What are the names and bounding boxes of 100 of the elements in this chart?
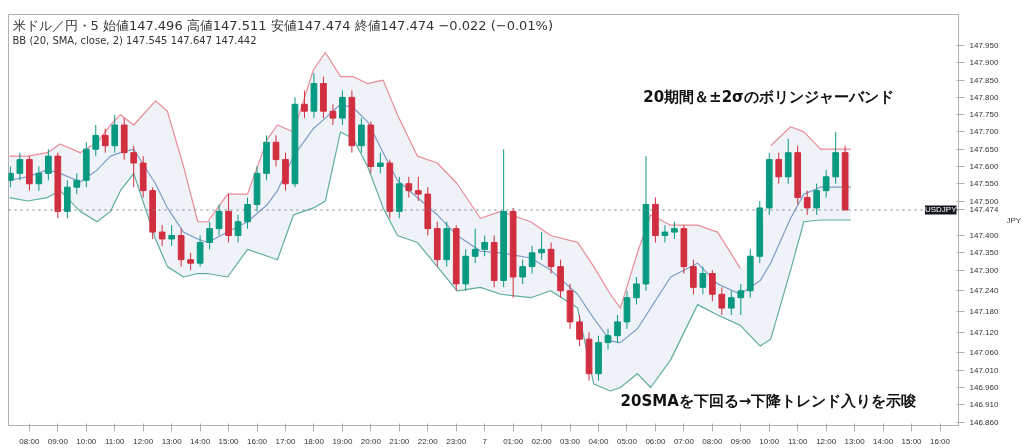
y-tick-label: 147.950 — [969, 41, 999, 51]
candlestick — [604, 328, 612, 351]
y-axis-title: JPY — [1006, 215, 1022, 225]
candlestick — [168, 224, 175, 247]
candlestick — [614, 314, 621, 344]
x-tick-label: 13:00 — [161, 436, 183, 446]
candlestick — [690, 259, 697, 295]
candlestick — [130, 145, 138, 188]
x-tick-label: 06:00 — [645, 436, 666, 446]
y-tick-label: 147.120 — [969, 327, 999, 337]
y-tick-label: 147.900 — [969, 58, 999, 68]
y-tick-label: 146.860 — [969, 417, 999, 427]
candlestick — [813, 183, 821, 216]
candlestick — [633, 276, 640, 306]
x-tick-label: 14:00 — [873, 436, 894, 446]
y-tick-label: 147.550 — [969, 179, 999, 189]
x-tick-label: 16:00 — [929, 436, 951, 446]
y-tick-label: 147.850 — [969, 75, 999, 85]
x-tick-label: 13:00 — [844, 436, 866, 446]
x-tick-label: 17:00 — [275, 436, 297, 446]
x-tick-label: 08:00 — [19, 436, 40, 446]
candlestick — [519, 259, 526, 285]
candlestick — [92, 124, 100, 157]
y-tick-label: 147.750 — [969, 110, 999, 120]
x-tick-label: 01:00 — [503, 436, 524, 446]
x-tick-label: 18:00 — [303, 436, 325, 446]
x-tick-label: 04:00 — [588, 436, 610, 446]
candlestick — [244, 197, 251, 230]
candlestick — [718, 286, 726, 316]
candlestick — [547, 241, 555, 275]
x-tick-label: 22:00 — [417, 436, 439, 446]
candlestick — [101, 127, 109, 154]
y-tick-label: 147.300 — [969, 265, 999, 275]
candlestick — [775, 152, 783, 185]
candlestick — [727, 290, 735, 316]
y-tick-label: 147.060 — [969, 348, 999, 358]
x-tick-label: 07:00 — [673, 436, 695, 446]
annotation: 20期間＆±2σのボリンジャーバンド — [643, 87, 894, 106]
y-tick-label: 147.800 — [969, 92, 999, 102]
candlestick — [538, 231, 545, 261]
y-tick-label: 147.650 — [969, 144, 999, 154]
y-tick-label: 147.474 — [969, 205, 999, 215]
y-tick-label: 147.700 — [969, 127, 999, 137]
x-tick-label: 20:00 — [360, 436, 382, 446]
y-tick-label: 147.350 — [969, 248, 999, 258]
text: BB (20, SMA, close, 2) 147.545 147.647 147.442 — [12, 34, 257, 46]
candlestick — [16, 152, 24, 181]
x-tick-label: 10:00 — [759, 436, 780, 446]
candlestick — [405, 176, 413, 199]
candlestick — [73, 172, 81, 195]
candlestick — [35, 165, 43, 192]
candlestick — [528, 245, 536, 275]
x-tick-label: 09:00 — [47, 436, 69, 446]
candlestick — [576, 314, 583, 347]
candlestick — [661, 224, 669, 243]
candlestick — [481, 235, 489, 257]
x-tick-label: 16:00 — [247, 436, 268, 446]
chart-title: 米ドル／円・5 始値147.496 高値147.511 安値147.474 終値147.474 −0.022 (−0.01%) — [12, 17, 554, 33]
x-tick-label: 02:00 — [531, 436, 553, 446]
x-tick-label: 08:00 — [702, 436, 723, 446]
y-tick-label: 147.010 — [969, 365, 999, 375]
candlestick — [234, 214, 242, 243]
ref-line-label: USDJPY — [924, 205, 958, 215]
candlestick — [709, 269, 716, 302]
candlestick — [737, 283, 745, 316]
x-tick-label: 12:00 — [133, 436, 154, 446]
x-tick-label: 09:00 — [730, 436, 752, 446]
x-tick-label: 23:00 — [446, 436, 467, 446]
candlestick — [206, 221, 213, 250]
y-tick-label: 146.910 — [969, 400, 999, 410]
candlestick — [301, 89, 308, 119]
candlestick — [329, 103, 337, 126]
x-tick-label: 7 — [482, 436, 488, 446]
candlestick — [215, 203, 223, 237]
candlestick — [358, 117, 365, 154]
candlestick — [111, 114, 119, 154]
x-tick-label: 05:00 — [616, 436, 638, 446]
x-tick-label: 19:00 — [332, 436, 353, 446]
x-tick-label: 21:00 — [389, 436, 410, 446]
x-tick-label: 14:00 — [190, 436, 211, 446]
candlestick — [471, 228, 479, 264]
x-tick-label: 10:00 — [76, 436, 97, 446]
candlestick — [699, 266, 707, 295]
candlestick — [158, 224, 166, 247]
y-tick-label: 147.400 — [969, 231, 999, 241]
candlestick — [44, 148, 52, 181]
candlestick — [377, 152, 384, 174]
x-tick-label: 03:00 — [560, 436, 581, 446]
y-tick-label: 146.960 — [969, 383, 999, 393]
x-tick-label: 11:00 — [105, 436, 125, 446]
annotation: 20SMAを下回る→下降トレンド入りを示唆 — [620, 391, 917, 410]
x-tick-label: 11:00 — [788, 436, 808, 446]
y-tick-label: 147.240 — [969, 286, 999, 296]
candlestick — [803, 190, 811, 216]
y-tick-label: 147.600 — [969, 161, 999, 171]
x-tick-label: 15:00 — [218, 436, 240, 446]
x-tick-label: 12:00 — [816, 436, 837, 446]
candlestick — [339, 89, 346, 126]
y-tick-label: 147.500 — [969, 196, 999, 206]
candlestick — [8, 165, 14, 188]
